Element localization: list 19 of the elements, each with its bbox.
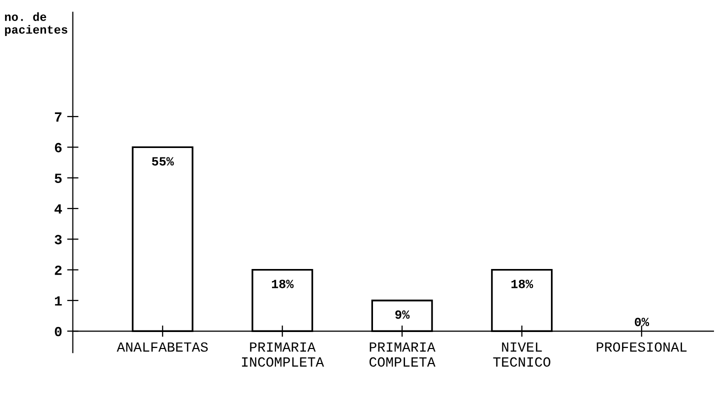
x-tick-label: ANALFABETAS	[116, 342, 208, 352]
y-tick-label: 3	[54, 234, 62, 244]
x-tick-label: PROFESIONAL	[596, 342, 687, 352]
x-tick-label: PRIMARIA INCOMPLETA	[242, 342, 324, 367]
y-tick-label: 5	[54, 174, 62, 184]
y-tick-label: 6	[54, 142, 62, 152]
annotation: 18%	[272, 280, 294, 288]
y-axis-title: no. de pacientes	[5, 12, 68, 36]
annotation: 55%	[152, 157, 174, 166]
x-tick-label: NIVEL TECNICO	[493, 342, 550, 367]
y-tick-label: 1	[54, 296, 62, 306]
y-tick-label: 7	[54, 112, 62, 122]
x-tick-label: PRIMARIA COMPLETA	[370, 342, 436, 367]
annotation: 18%	[511, 280, 534, 288]
y-tick-label: 4	[54, 204, 62, 214]
y-tick-label: 0	[54, 326, 62, 336]
annotation: 0%	[634, 318, 650, 326]
y-tick-label: 2	[54, 266, 62, 275]
annotation: 9%	[395, 310, 410, 319]
